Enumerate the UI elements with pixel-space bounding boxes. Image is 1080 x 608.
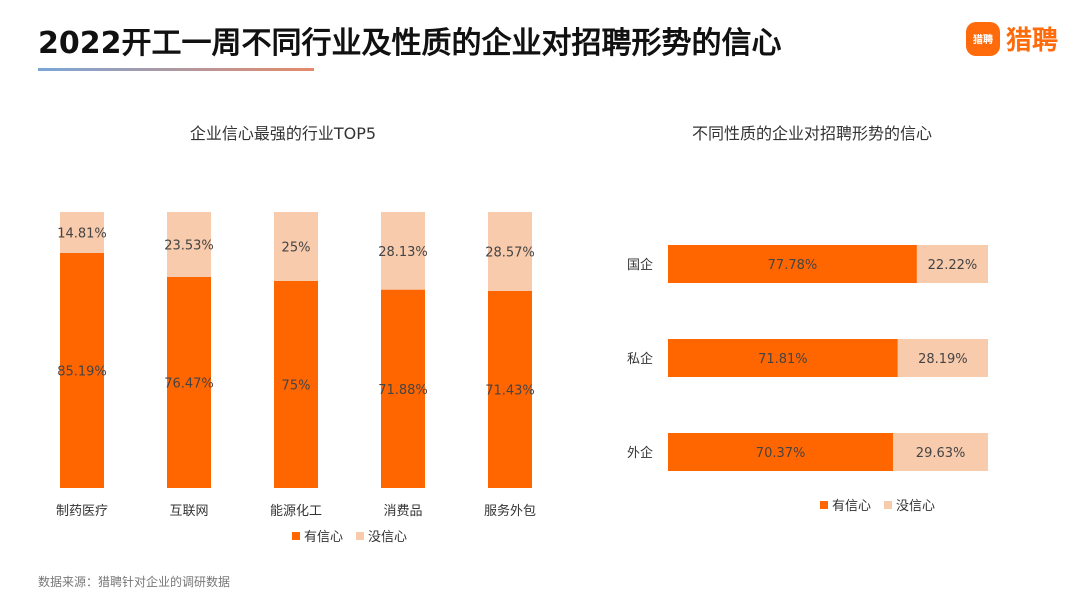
industry-label-confident: 71.43%	[485, 383, 535, 398]
legend-swatch-not-confident	[356, 532, 364, 540]
industry-label-not-confident: 25%	[282, 241, 311, 256]
industry-bar-confident	[488, 290, 532, 488]
title-underline	[38, 68, 314, 71]
industry-bar-confident	[274, 281, 318, 488]
liepin-logo: 猎聘 猎聘	[965, 20, 1058, 57]
industry-label-confident: 76.47%	[164, 376, 214, 391]
ownership-category-label: 外企	[627, 445, 653, 461]
ownership-category-label: 私企	[627, 351, 653, 367]
legend-label-confident: 有信心	[832, 499, 871, 514]
ownership-bar-not-confident	[916, 245, 988, 283]
legend-label-confident: 有信心	[304, 530, 343, 545]
ownership-label-not-confident: 28.19%	[918, 352, 968, 367]
ownership-bar-not-confident	[893, 433, 988, 471]
ownership-label-not-confident: 29.63%	[916, 446, 966, 461]
industry-label-not-confident: 23.53%	[164, 238, 214, 253]
legend-swatch-not-confident	[884, 501, 892, 509]
legend-label-not-confident: 没信心	[896, 499, 935, 514]
ownership-bar-confident	[668, 433, 894, 471]
industry-category-label: 服务外包	[484, 503, 536, 519]
page-title: 2022开工一周不同行业及性质的企业对招聘形势的信心	[38, 26, 782, 61]
ownership-bar-confident	[668, 245, 917, 283]
ownership-label-confident: 71.81%	[758, 352, 808, 367]
ownership-label-confident: 77.78%	[768, 258, 818, 273]
source-note: 数据来源：猎聘针对企业的调研数据	[38, 575, 231, 589]
industry-label-confident: 85.19%	[57, 364, 107, 379]
industry-label-not-confident: 14.81%	[57, 226, 107, 241]
ownership-chart-title: 不同性质的企业对招聘形势的信心	[691, 124, 933, 143]
industry-category-label: 消费品	[383, 504, 422, 519]
legend-label-not-confident: 没信心	[368, 530, 407, 545]
industry-bar-not-confident	[488, 212, 532, 291]
ownership-bar-not-confident	[897, 339, 988, 377]
industry-bar-confident	[381, 289, 425, 488]
ownership-category-label: 国企	[627, 257, 653, 273]
industry-bar-not-confident	[274, 212, 318, 281]
logo-text: 猎聘	[1005, 26, 1058, 56]
legend-swatch-confident	[820, 501, 828, 509]
industry-category-label: 互联网	[169, 504, 208, 519]
ownership-label-confident: 70.37%	[756, 446, 806, 461]
ownership-label-not-confident: 22.22%	[928, 258, 978, 273]
industry-label-not-confident: 28.57%	[485, 245, 535, 260]
industry-bar-confident	[60, 252, 104, 488]
legend-swatch-confident	[292, 532, 300, 540]
industry-bar-not-confident	[167, 212, 211, 277]
industry-bar-confident	[167, 276, 211, 488]
industry-label-confident: 75%	[282, 379, 311, 394]
industry-label-not-confident: 28.13%	[378, 245, 428, 260]
ownership-bar-confident	[668, 339, 898, 377]
industry-bar-not-confident	[60, 212, 104, 253]
industry-category-label: 制药医疗	[56, 504, 108, 519]
industry-chart-title: 企业信心最强的行业TOP5	[189, 124, 377, 143]
industry-category-label: 能源化工	[270, 504, 322, 519]
industry-bar-not-confident	[381, 212, 425, 290]
industry-label-confident: 71.88%	[378, 383, 428, 398]
logo-icon: 猎聘	[965, 21, 1000, 56]
